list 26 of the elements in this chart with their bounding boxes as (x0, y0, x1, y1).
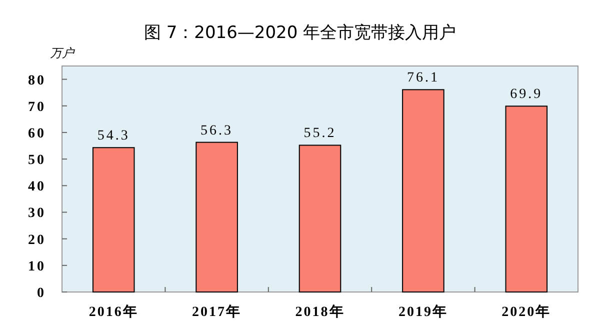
y-tick-label: 60 (28, 126, 46, 142)
bar (196, 142, 238, 292)
x-tick-label: 2020年 (502, 304, 552, 320)
data-label: 76.1 (406, 70, 440, 86)
chart-title: 图 7：2016—2020 年全市宽带接入用户 (144, 23, 456, 43)
x-tick-label: 2017年 (192, 304, 242, 320)
bar (505, 106, 548, 292)
bar (298, 144, 342, 292)
data-label: 56.3 (200, 123, 234, 138)
y-tick-label: 80 (28, 73, 46, 88)
y-axis-title: 万户 (50, 46, 75, 60)
x-tick-label: 2018年 (295, 304, 345, 320)
bar (402, 89, 444, 292)
y-tick-label: 30 (28, 206, 46, 222)
x-tick-label: 2019年 (398, 304, 448, 320)
data-label: 55.2 (304, 126, 336, 142)
y-tick-label: 70 (28, 100, 46, 115)
data-label: 54.3 (97, 128, 130, 144)
y-tick-label: 40 (28, 180, 46, 195)
y-tick-label: 0 (37, 286, 46, 301)
x-tick-label: 2016年 (88, 304, 138, 320)
y-tick-label: 20 (28, 232, 46, 248)
y-tick-label: 50 (28, 153, 46, 168)
data-label: 69.9 (510, 87, 543, 102)
y-tick-label: 10 (28, 259, 46, 274)
bar (92, 147, 135, 292)
